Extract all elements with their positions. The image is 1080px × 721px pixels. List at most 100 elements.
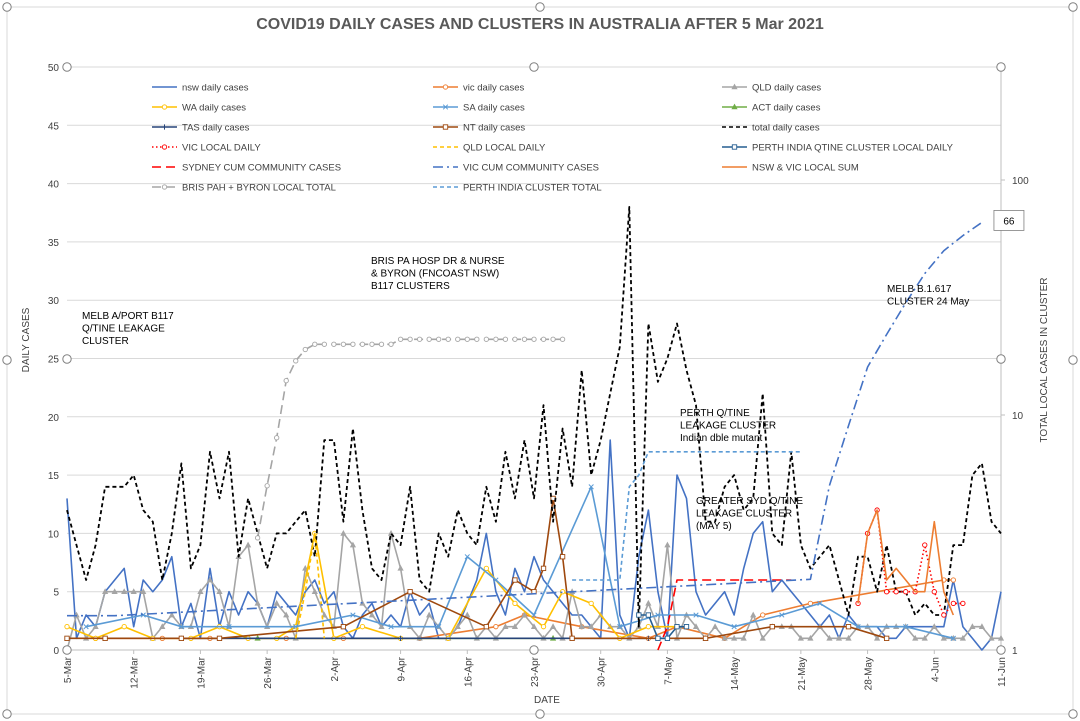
data-point: [893, 589, 899, 595]
data-point: [64, 624, 70, 630]
data-point: [978, 623, 986, 629]
data-point: [254, 599, 261, 606]
x-tick-label: 2-Apr: [330, 656, 341, 681]
legend-label: NT daily cases: [463, 123, 525, 134]
data-point: [483, 336, 489, 342]
data-point: [442, 104, 449, 110]
data-point: [483, 624, 489, 630]
data-point: [931, 589, 937, 595]
series-line: [572, 450, 801, 581]
data-point: [161, 124, 168, 130]
selection-handle: [535, 2, 545, 12]
x-tick-label: 9-Apr: [397, 656, 408, 681]
annotation-line: CLUSTER: [82, 336, 129, 347]
data-point: [655, 612, 661, 618]
data-point: [731, 83, 738, 90]
series-line: [657, 579, 792, 651]
y2-tick-label: 10: [1012, 411, 1024, 422]
legend-item: SA daily cases: [433, 103, 525, 114]
x-tick-label: 5-Mar: [63, 656, 74, 683]
legend-label: PERTH INDIA QTINE CLUSTER LOCAL DAILY: [752, 143, 954, 154]
annotation-line: PERTH Q/TINE: [680, 408, 750, 419]
series-line: [857, 509, 955, 616]
data-point: [702, 635, 709, 641]
data-point: [102, 635, 108, 641]
data-point: [302, 564, 309, 571]
data-point: [264, 483, 270, 489]
data-point: [559, 554, 566, 560]
data-point: [474, 336, 480, 342]
legend-item: vic daily cases: [433, 83, 524, 94]
series-qld-local-daily: [294, 532, 326, 639]
legend-item: WA daily cases: [152, 103, 246, 114]
data-point: [340, 529, 347, 536]
data-point: [950, 577, 956, 583]
series-sa-daily-cases: [83, 484, 957, 641]
data-point: [130, 588, 137, 594]
data-point: [464, 336, 470, 342]
data-point: [436, 336, 442, 342]
legend-item: VIC LOCAL DAILY: [152, 143, 261, 154]
data-point: [254, 535, 261, 541]
y2-axis-label: TOTAL LOCAL CASES IN CLUSTER: [1039, 277, 1050, 442]
data-point: [721, 634, 728, 641]
annotation-text: BRIS PA HOSP DR & NURSE & BYRON (FNCOAST …: [371, 256, 505, 292]
y2-tick-label: 100: [1012, 176, 1029, 187]
annotation-line: & BYRON (FNCOAST NSW): [371, 269, 499, 280]
data-point: [321, 341, 327, 347]
legend-item: SYDNEY CUM COMMUNITY CASES: [152, 163, 341, 174]
data-point: [997, 634, 1005, 641]
annotation-line: Indian dble mutant: [680, 433, 763, 444]
data-point: [226, 624, 232, 630]
legend-item: nsw daily cases: [152, 83, 249, 94]
x-tick-label: 12-Mar: [130, 656, 141, 688]
selection-handle: [1068, 709, 1078, 719]
data-label-value: 66: [1003, 216, 1015, 227]
data-point: [511, 623, 519, 629]
data-label-box: 66: [993, 210, 1025, 231]
selection-handle: [62, 62, 72, 72]
data-point: [588, 600, 594, 607]
data-point: [388, 624, 394, 630]
annotation-line: BRIS PA HOSP DR & NURSE: [371, 256, 505, 267]
selection-handle: [1068, 355, 1078, 365]
data-point: [349, 541, 357, 548]
data-point: [483, 565, 489, 572]
data-point: [293, 358, 299, 364]
y-tick-label: 45: [48, 121, 60, 132]
data-point: [436, 624, 442, 630]
data-point: [426, 611, 433, 618]
data-point: [835, 634, 843, 641]
annotation-line: Q/TINE LEAKAGE: [82, 324, 165, 335]
data-point: [159, 623, 166, 629]
data-point: [530, 623, 538, 629]
data-point: [817, 600, 823, 607]
data-point: [578, 623, 585, 629]
series-vic-cum-community-cases: [67, 221, 983, 617]
data-point: [407, 589, 413, 595]
series-layer: [63, 205, 1005, 653]
data-point: [521, 611, 528, 618]
data-point: [168, 611, 175, 618]
y2-tick-label: 1: [1012, 646, 1018, 657]
data-point: [826, 634, 833, 641]
selection-handle: [996, 645, 1006, 655]
data-point: [845, 634, 852, 641]
x-axis-label: DATE: [534, 695, 560, 706]
selection-handle: [2, 709, 12, 719]
data-point: [464, 554, 470, 560]
data-point: [216, 588, 223, 594]
data-point: [950, 635, 957, 641]
data-point: [512, 600, 518, 607]
legend-item: BRIS PAH + BYRON LOCAL TOTAL: [152, 183, 336, 194]
annotation-line: CLUSTER 24 May: [887, 297, 969, 308]
legend-label: vic daily cases: [463, 83, 524, 94]
data-point: [512, 336, 518, 342]
data-point: [178, 635, 185, 641]
chart-title: COVID19 DAILY CASES AND CLUSTERS IN AUST…: [256, 16, 824, 33]
y-tick-label: 40: [48, 180, 60, 191]
data-point: [416, 336, 423, 342]
series-total-daily-cases: [66, 205, 1002, 628]
annotation-line: GREATER SYD Q/TINE: [696, 496, 803, 507]
